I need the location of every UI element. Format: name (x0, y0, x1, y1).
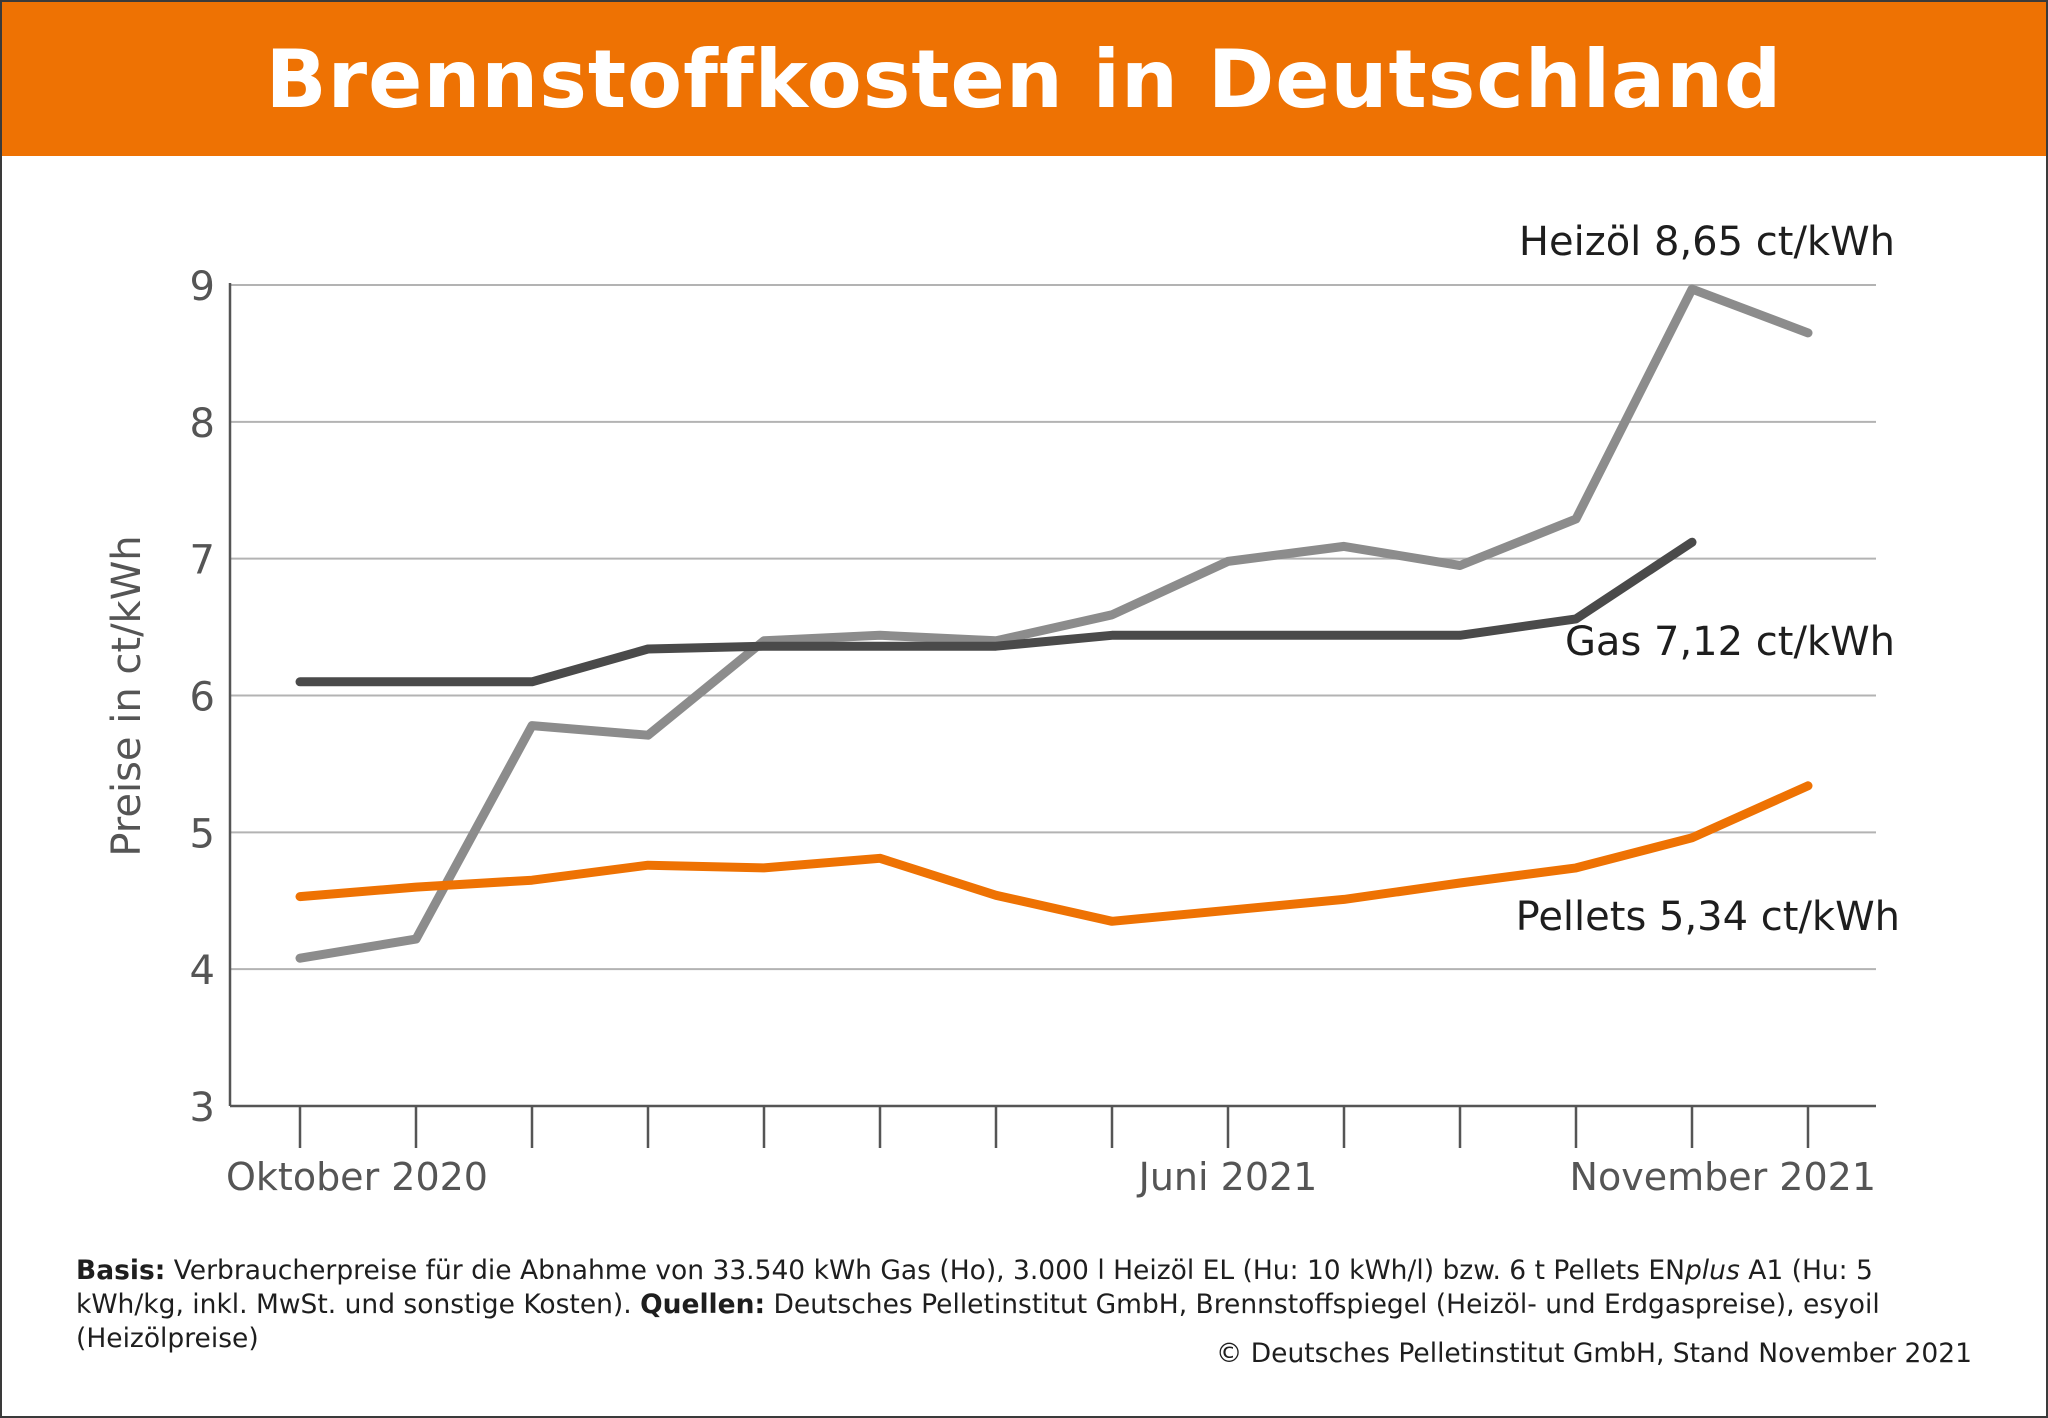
series-line-heizoel (295, 284, 1813, 963)
basis-text: Verbraucherpreise für die Abnahme von 33… (165, 1255, 1685, 1286)
y-tick-label: 7 (190, 538, 215, 584)
y-tick-label: 5 (190, 811, 215, 857)
series-annotation-gas: Gas 7,12 ct/kWh (1565, 619, 1895, 665)
footnote: Basis: Verbraucherpreise für die Abnahme… (76, 1254, 1976, 1356)
quellen-text: Deutsches Pelletinstitut GmbH, Brennstof… (76, 1289, 1880, 1354)
series-annotation-heizoel: Heizöl 8,65 ct/kWh (1519, 219, 1895, 265)
title-banner: Brennstoffkosten in Deutschland (2, 2, 2046, 156)
y-tick-label: 8 (190, 401, 215, 447)
y-tick-label: 9 (190, 264, 215, 310)
chart-title: Brennstoffkosten in Deutschland (265, 32, 1783, 126)
basis-label: Basis: (76, 1255, 166, 1286)
y-tick-label: 4 (190, 948, 215, 994)
y-axis-label: Preise in ct/kWh (104, 535, 150, 856)
quellen-label: Quellen: (640, 1289, 766, 1320)
series-line-gas (295, 537, 1697, 687)
y-tick-label: 3 (190, 1085, 215, 1131)
basis-text-2: A1 (Hu: 5 kWh/kg, inkl. MwSt. und sonsti… (76, 1255, 1873, 1320)
basis-italic: plus (1684, 1255, 1740, 1286)
series-line-pellets (295, 781, 1813, 926)
series-annotation-pellets: Pellets 5,34 ct/kWh (1516, 894, 1900, 940)
y-tick-label: 6 (190, 675, 215, 721)
copyright-note: © Deutsches Pelletinstitut GmbH, Stand N… (1215, 1338, 1972, 1369)
x-tick-label: November 2021 (1570, 1155, 1876, 1199)
x-tick-label: Juni 2021 (1137, 1155, 1318, 1199)
x-tick-label: Oktober 2020 (226, 1155, 488, 1199)
